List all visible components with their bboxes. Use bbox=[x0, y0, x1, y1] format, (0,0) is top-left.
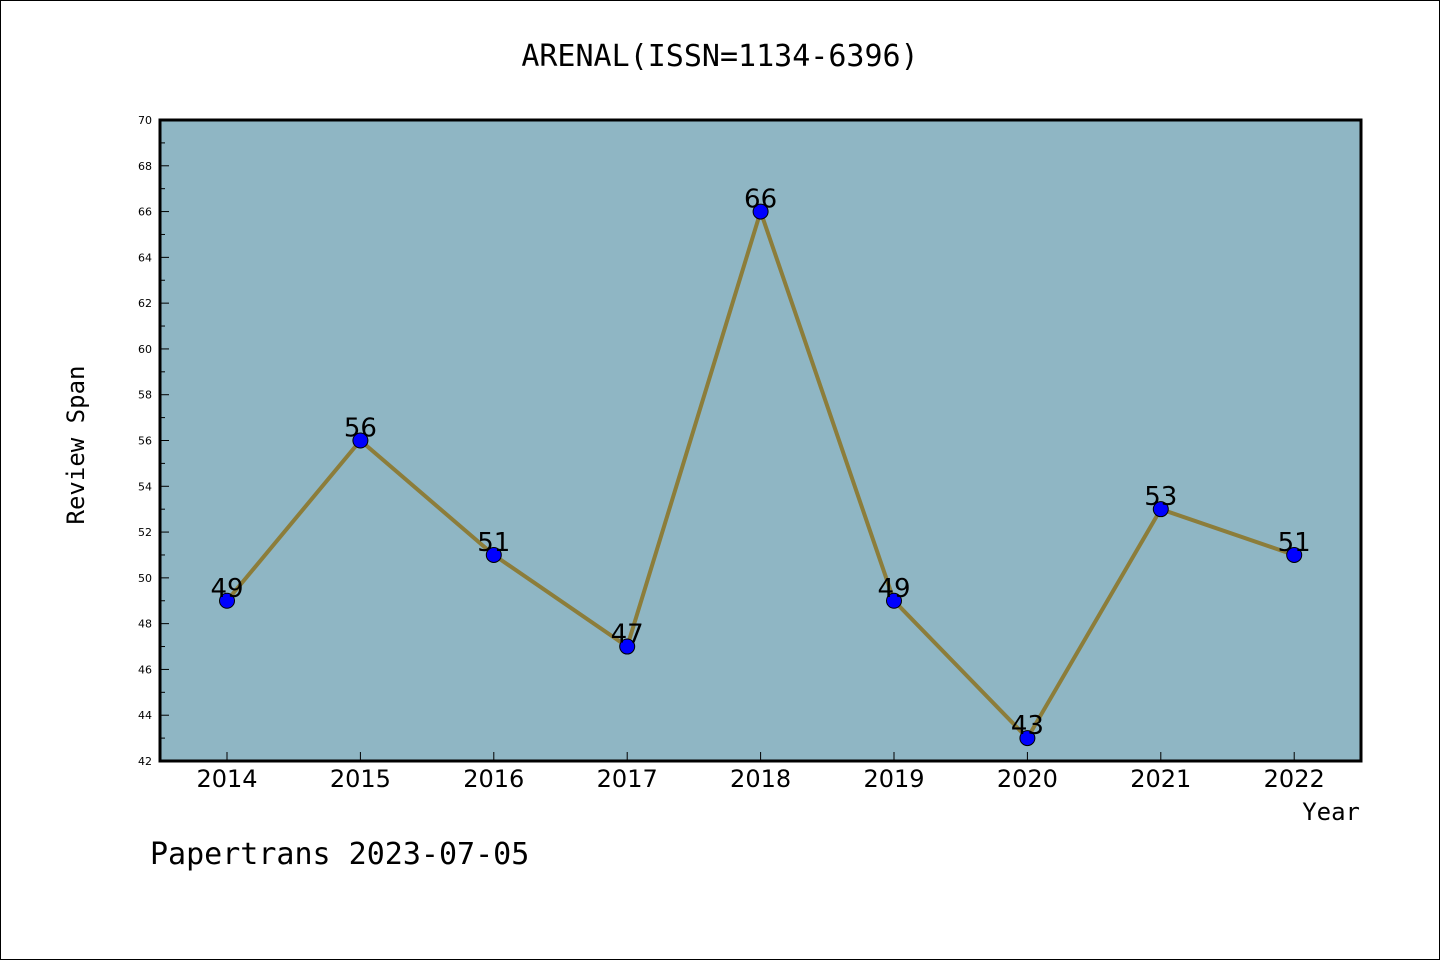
y-axis-label: Review Span bbox=[62, 366, 90, 525]
y-tick-label: 62 bbox=[138, 297, 152, 310]
x-tick-label: 2019 bbox=[863, 765, 924, 793]
x-tick-label: 2014 bbox=[196, 765, 257, 793]
y-tick-label: 48 bbox=[138, 618, 152, 631]
y-tick-label: 64 bbox=[138, 251, 152, 264]
x-tick-label: 2017 bbox=[597, 765, 658, 793]
y-tick-label: 56 bbox=[138, 435, 152, 448]
data-label: 47 bbox=[611, 620, 644, 650]
x-tick-label: 2022 bbox=[1264, 765, 1325, 793]
data-label: 43 bbox=[1011, 711, 1044, 741]
x-tick-label: 2021 bbox=[1130, 765, 1191, 793]
data-point bbox=[619, 638, 636, 655]
data-point bbox=[352, 432, 369, 449]
y-tick-label: 70 bbox=[138, 114, 152, 127]
footer-credit: Papertrans 2023-07-05 bbox=[150, 837, 529, 872]
data-label: 53 bbox=[1144, 482, 1177, 512]
x-tick-label: 2016 bbox=[463, 765, 524, 793]
data-label: 49 bbox=[877, 574, 910, 604]
data-point bbox=[219, 592, 235, 609]
data-label: 49 bbox=[210, 574, 243, 604]
y-tick-label: 46 bbox=[138, 663, 152, 676]
data-label: 51 bbox=[477, 528, 510, 558]
data-point bbox=[485, 546, 502, 563]
data-label: 66 bbox=[744, 185, 777, 215]
y-tick-label: 50 bbox=[138, 572, 152, 585]
data-point bbox=[886, 592, 902, 609]
y-tick-label: 66 bbox=[138, 206, 152, 219]
y-tick-label: 68 bbox=[138, 160, 152, 173]
y-tick-label: 60 bbox=[138, 343, 152, 356]
y-tick-label: 58 bbox=[138, 389, 152, 402]
x-axis: 2014 2015 2016 2017 2018 2019 2020 2021 2022 bbox=[196, 752, 1325, 793]
data-label: 56 bbox=[344, 414, 377, 444]
data-label: 51 bbox=[1278, 528, 1311, 558]
y-tick-label: 42 bbox=[138, 755, 152, 768]
x-tick-label: 2015 bbox=[330, 765, 391, 793]
x-tick-label: 2018 bbox=[730, 765, 791, 793]
y-axis: 42 44 46 48 50 52 54 56 58 60 62 64 66 68 70 bbox=[138, 114, 169, 768]
plot-border bbox=[158, 118, 1363, 763]
series-group: 49 56 51 47 66 49 43 53 51 bbox=[210, 185, 1311, 747]
data-point bbox=[1286, 546, 1303, 563]
chart-title: ARENAL(ISSN=1134-6396) bbox=[521, 39, 918, 74]
x-tick-label: 2020 bbox=[997, 765, 1058, 793]
data-point bbox=[1152, 501, 1169, 518]
y-tick-label: 54 bbox=[138, 480, 152, 493]
y-tick-label: 44 bbox=[138, 709, 152, 722]
data-point bbox=[1019, 730, 1036, 747]
x-axis-label: Year bbox=[1302, 798, 1360, 826]
data-point bbox=[752, 203, 769, 220]
y-tick-label: 52 bbox=[138, 526, 152, 539]
